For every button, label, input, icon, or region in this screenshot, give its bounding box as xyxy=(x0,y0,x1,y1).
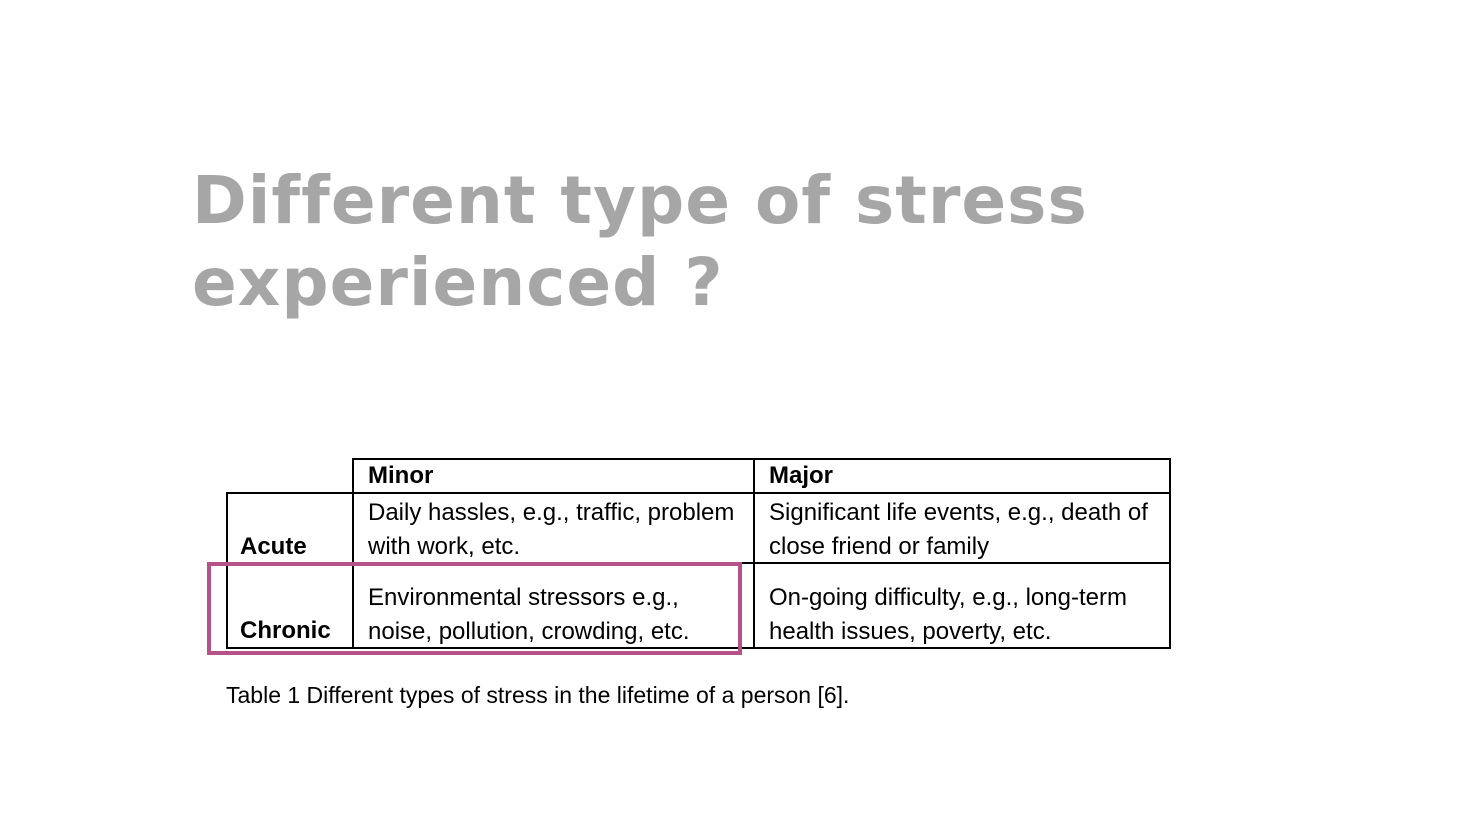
stress-types-table: Minor Major Acute Daily hassles, e.g., t… xyxy=(226,458,1171,649)
slide-title: Different type of stress experienced ? xyxy=(192,160,1192,324)
cell-chronic-major-line-1: On-going difficulty, e.g., long-term xyxy=(769,584,1127,611)
table-border-col2 xyxy=(753,458,755,649)
table-border-left xyxy=(226,492,228,649)
cell-acute-minor: Daily hassles, e.g., traffic, problem wi… xyxy=(353,496,753,564)
table-caption: Table 1 Different types of stress in the… xyxy=(226,682,850,708)
cell-acute-minor-line-1: Daily hassles, e.g., traffic, problem xyxy=(368,499,735,526)
table-border-header xyxy=(226,492,1171,494)
table-border-right xyxy=(1169,458,1171,649)
row-label-chronic: Chronic xyxy=(240,617,331,644)
table-border-bottom xyxy=(226,647,1171,649)
cell-acute-major: Significant life events, e.g., death of … xyxy=(754,496,1169,564)
cell-acute-minor-line-2: with work, etc. xyxy=(368,533,521,560)
table-border-col1 xyxy=(352,458,354,649)
cell-acute-major-line-2: close friend or family xyxy=(769,533,990,560)
row-label-acute: Acute xyxy=(240,533,307,560)
cell-chronic-major: On-going difficulty, e.g., long-term hea… xyxy=(754,581,1169,649)
cell-acute-major-line-1: Significant life events, e.g., death of xyxy=(769,499,1148,526)
table-border-top xyxy=(352,458,1171,460)
cell-chronic-major-line-2: health issues, poverty, etc. xyxy=(769,618,1052,645)
cell-chronic-minor-line-2: noise, pollution, crowding, etc. xyxy=(368,618,690,645)
slide-title-line-2: experienced ? xyxy=(192,244,724,321)
cell-chronic-minor: Environmental stressors e.g., noise, pol… xyxy=(353,581,753,649)
cell-chronic-minor-line-1: Environmental stressors e.g., xyxy=(368,584,679,611)
slide-title-line-1: Different type of stress xyxy=(192,162,1088,239)
header-major: Major xyxy=(769,462,834,489)
header-minor: Minor xyxy=(368,462,434,489)
